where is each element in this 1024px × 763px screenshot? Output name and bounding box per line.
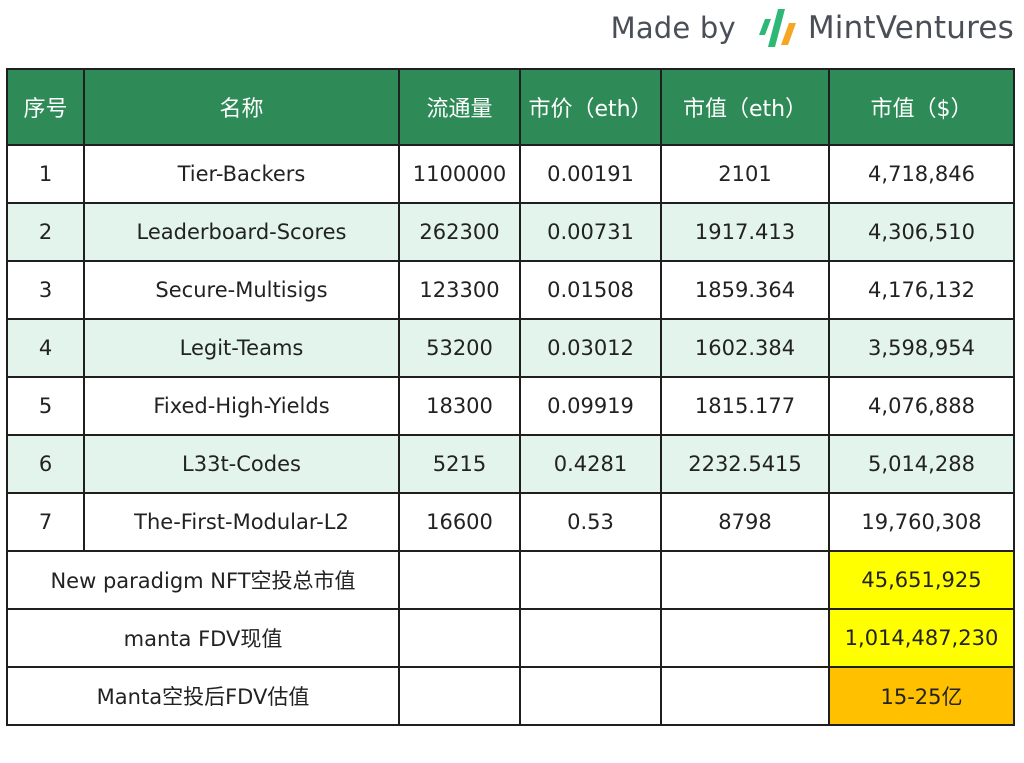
header-index: 序号 bbox=[6, 68, 85, 146]
cell-index: 1 bbox=[6, 144, 85, 204]
cell-name: Tier-Backers bbox=[83, 144, 400, 204]
cell-price-eth: 0.4281 bbox=[519, 434, 662, 494]
empty-cell bbox=[519, 550, 662, 610]
cell-supply: 18300 bbox=[398, 376, 521, 436]
cell-index: 7 bbox=[6, 492, 85, 552]
brand-name-text: MintVentures bbox=[807, 10, 1014, 46]
cell-index: 2 bbox=[6, 202, 85, 262]
cell-supply: 1100000 bbox=[398, 144, 521, 204]
mint-ventures-logo-icon bbox=[756, 5, 798, 51]
table-header-row: 序号 名称 流通量 市价（eth） 市值（eth） 市值（$） bbox=[6, 68, 1015, 146]
summary-value: 1,014,487,230 bbox=[828, 608, 1015, 668]
summary-label: Manta空投后FDV估值 bbox=[6, 666, 400, 726]
table-row: 5 Fixed-High-Yields 18300 0.09919 1815.1… bbox=[6, 376, 1015, 436]
cell-index: 5 bbox=[6, 376, 85, 436]
cell-price-eth: 0.53 bbox=[519, 492, 662, 552]
cell-supply: 53200 bbox=[398, 318, 521, 378]
empty-cell bbox=[660, 666, 830, 726]
cell-name: L33t-Codes bbox=[83, 434, 400, 494]
summary-row-total-nft-mcap: New paradigm NFT空投总市值 45,651,925 bbox=[6, 550, 1015, 610]
cell-price-eth: 0.03012 bbox=[519, 318, 662, 378]
cell-mcap-eth: 8798 bbox=[660, 492, 830, 552]
cell-mcap-usd: 5,014,288 bbox=[828, 434, 1015, 494]
cell-supply: 262300 bbox=[398, 202, 521, 262]
cell-price-eth: 0.00731 bbox=[519, 202, 662, 262]
cell-name: The-First-Modular-L2 bbox=[83, 492, 400, 552]
cell-mcap-usd: 4,176,132 bbox=[828, 260, 1015, 320]
made-by-text: Made by bbox=[610, 11, 736, 45]
brand-watermark: Made by MintVentures bbox=[611, 4, 1014, 52]
table-row: 1 Tier-Backers 1100000 0.00191 2101 4,71… bbox=[6, 144, 1015, 204]
summary-value: 15-25亿 bbox=[828, 666, 1015, 726]
summary-label: manta FDV现值 bbox=[6, 608, 400, 668]
table-row: 7 The-First-Modular-L2 16600 0.53 8798 1… bbox=[6, 492, 1015, 552]
cell-name: Secure-Multisigs bbox=[83, 260, 400, 320]
summary-label: New paradigm NFT空投总市值 bbox=[6, 550, 400, 610]
empty-cell bbox=[519, 608, 662, 668]
empty-cell bbox=[519, 666, 662, 726]
cell-mcap-eth: 2101 bbox=[660, 144, 830, 204]
summary-row-post-airdrop-fdv: Manta空投后FDV估值 15-25亿 bbox=[6, 666, 1015, 726]
cell-index: 6 bbox=[6, 434, 85, 494]
cell-mcap-eth: 1815.177 bbox=[660, 376, 830, 436]
cell-supply: 5215 bbox=[398, 434, 521, 494]
empty-cell bbox=[398, 608, 521, 668]
table-row: 6 L33t-Codes 5215 0.4281 2232.5415 5,014… bbox=[6, 434, 1015, 494]
cell-mcap-usd: 4,076,888 bbox=[828, 376, 1015, 436]
header-name: 名称 bbox=[83, 68, 400, 146]
header-price-eth: 市价（eth） bbox=[519, 68, 662, 146]
cell-mcap-usd: 4,306,510 bbox=[828, 202, 1015, 262]
cell-mcap-eth: 2232.5415 bbox=[660, 434, 830, 494]
summary-value: 45,651,925 bbox=[828, 550, 1015, 610]
cell-name: Leaderboard-Scores bbox=[83, 202, 400, 262]
cell-supply: 16600 bbox=[398, 492, 521, 552]
nft-airdrop-table: 序号 名称 流通量 市价（eth） 市值（eth） 市值（$） 1 Tier-B… bbox=[6, 68, 1015, 726]
cell-name: Fixed-High-Yields bbox=[83, 376, 400, 436]
cell-mcap-usd: 19,760,308 bbox=[828, 492, 1015, 552]
cell-mcap-eth: 1859.364 bbox=[660, 260, 830, 320]
empty-cell bbox=[660, 608, 830, 668]
cell-mcap-eth: 1602.384 bbox=[660, 318, 830, 378]
header-mcap-usd: 市值（$） bbox=[828, 68, 1015, 146]
table-row: 2 Leaderboard-Scores 262300 0.00731 1917… bbox=[6, 202, 1015, 262]
table-row: 3 Secure-Multisigs 123300 0.01508 1859.3… bbox=[6, 260, 1015, 320]
cell-index: 4 bbox=[6, 318, 85, 378]
empty-cell bbox=[398, 666, 521, 726]
cell-price-eth: 0.09919 bbox=[519, 376, 662, 436]
cell-supply: 123300 bbox=[398, 260, 521, 320]
cell-mcap-usd: 3,598,954 bbox=[828, 318, 1015, 378]
cell-mcap-eth: 1917.413 bbox=[660, 202, 830, 262]
cell-mcap-usd: 4,718,846 bbox=[828, 144, 1015, 204]
cell-price-eth: 0.00191 bbox=[519, 144, 662, 204]
empty-cell bbox=[398, 550, 521, 610]
summary-row-manta-fdv: manta FDV现值 1,014,487,230 bbox=[6, 608, 1015, 668]
header-mcap-eth: 市值（eth） bbox=[660, 68, 830, 146]
header-supply: 流通量 bbox=[398, 68, 521, 146]
cell-price-eth: 0.01508 bbox=[519, 260, 662, 320]
cell-index: 3 bbox=[6, 260, 85, 320]
empty-cell bbox=[660, 550, 830, 610]
table-row: 4 Legit-Teams 53200 0.03012 1602.384 3,5… bbox=[6, 318, 1015, 378]
cell-name: Legit-Teams bbox=[83, 318, 400, 378]
